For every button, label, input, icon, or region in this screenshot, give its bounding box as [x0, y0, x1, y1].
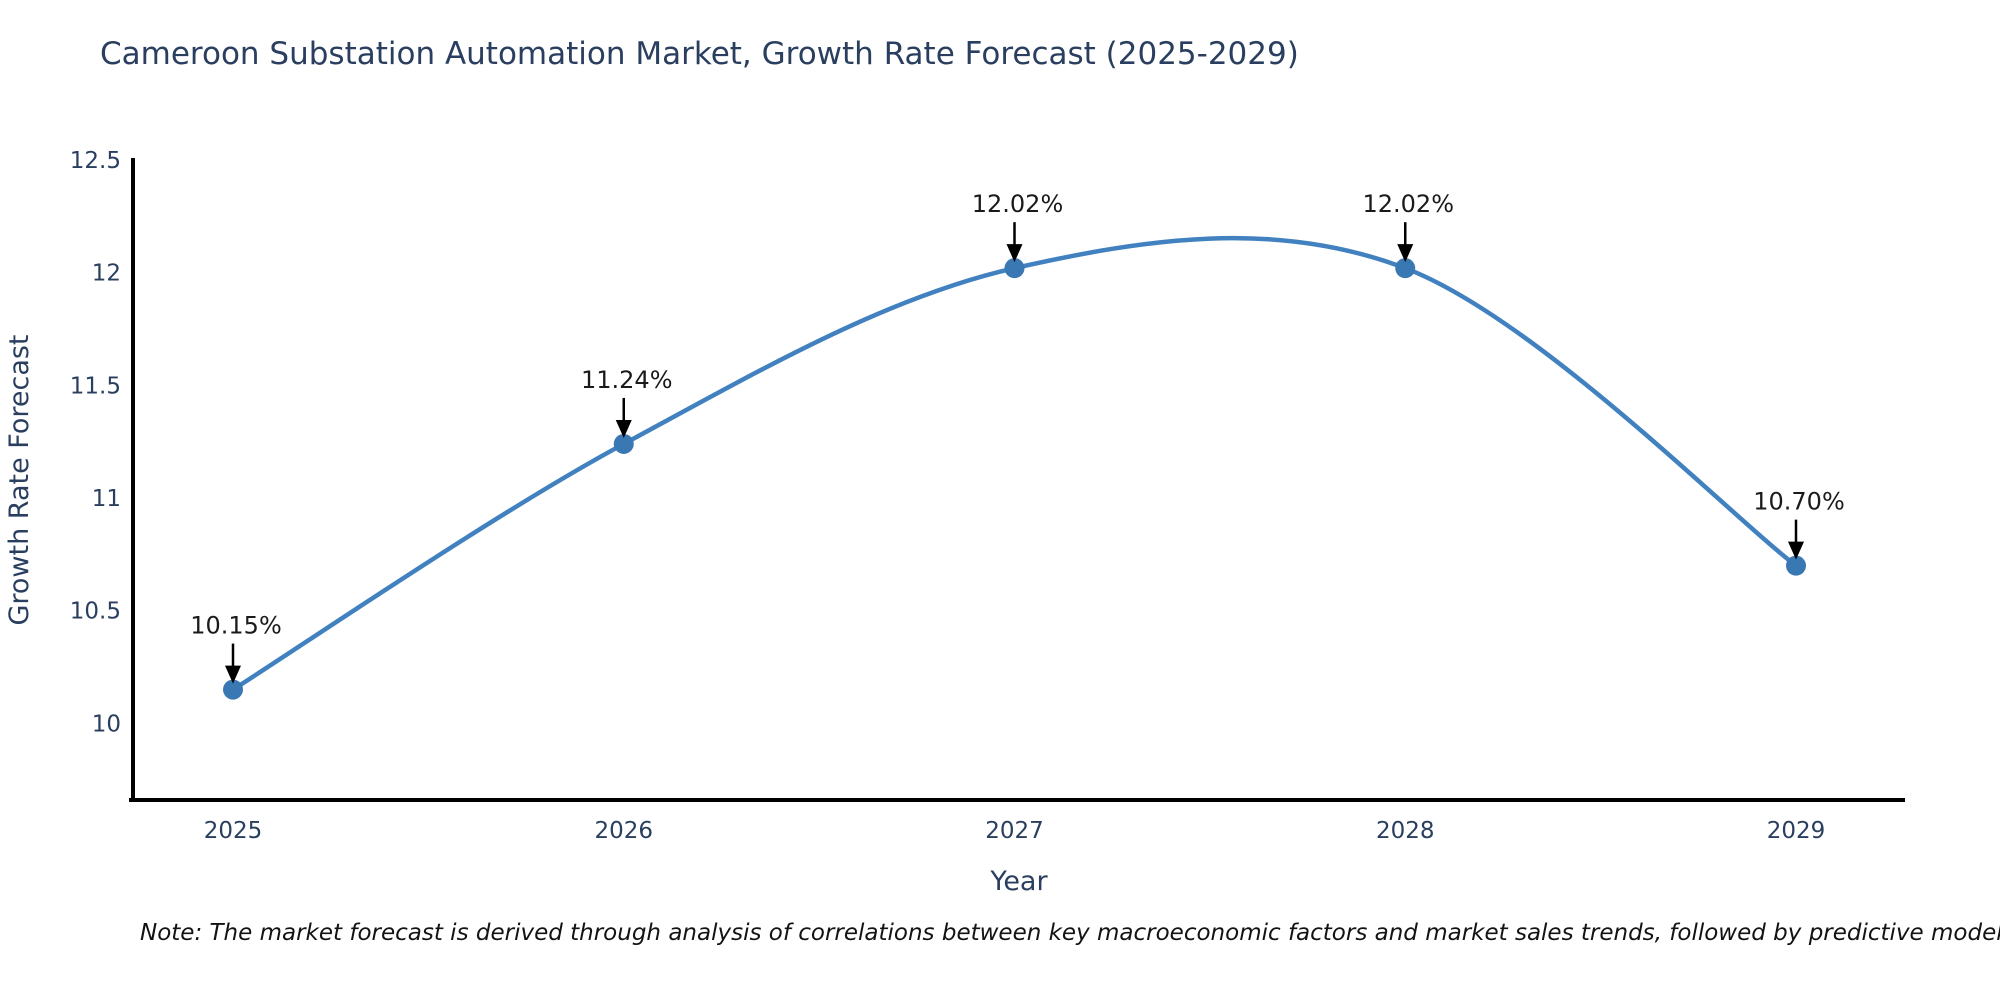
annotation-arrowhead-icon — [1006, 244, 1023, 263]
annotation-2028: 12.02% — [1362, 190, 1454, 263]
x-tick-label: 2025 — [204, 818, 263, 844]
data-point-2029 — [1786, 555, 1806, 576]
annotation-2025: 10.15% — [190, 612, 282, 684]
x-axis-title: Year — [989, 866, 1048, 897]
chart-title: Cameroon Substation Automation Market, G… — [100, 36, 1299, 72]
y-tick-label: 12.5 — [70, 148, 121, 174]
annotation-layer: 10.15% 11.24% 12.02% 12.02% 10.70% — [190, 190, 1845, 684]
data-point-2025 — [223, 679, 243, 700]
x-tick-label: 2029 — [1767, 818, 1826, 844]
x-tick-label: 2027 — [985, 818, 1044, 844]
x-tick-label: 2026 — [594, 818, 653, 844]
y-tick-label: 11.5 — [70, 373, 121, 399]
y-tick-label: 10.5 — [70, 599, 121, 625]
y-tick-label: 11 — [92, 486, 121, 512]
annotation-arrowhead-icon — [1788, 541, 1804, 560]
data-point-2027 — [1004, 258, 1025, 279]
forecast-line — [230, 235, 1799, 692]
annotation-label: 10.15% — [190, 612, 282, 640]
line-series — [223, 235, 1806, 700]
data-point-2026 — [613, 433, 634, 454]
y-tick-label: 10 — [92, 711, 121, 737]
footnote: Note: The market forecast is derived thr… — [140, 920, 2000, 946]
annotation-arrowhead-icon — [1397, 244, 1414, 263]
annotation-arrowhead-icon — [225, 665, 241, 684]
annotation-2027: 12.02% — [972, 190, 1064, 263]
annotation-label: 11.24% — [581, 366, 673, 394]
annotation-2026: 11.24% — [581, 366, 673, 438]
annotation-label: 10.70% — [1753, 488, 1845, 516]
x-tick-label: 2028 — [1376, 818, 1435, 844]
y-axis-title: Growth Rate Forecast — [4, 334, 35, 625]
annotation-label: 12.02% — [972, 190, 1064, 218]
axes-layer: 10 10.5 11 11.5 12 12.5 2025 2026 2027 2028 2029 — [70, 148, 1905, 844]
y-tick-label: 12 — [92, 261, 121, 287]
annotation-2029: 10.70% — [1753, 488, 1845, 560]
annotation-label: 12.02% — [1362, 190, 1454, 218]
data-point-2028 — [1395, 258, 1416, 279]
annotation-arrowhead-icon — [615, 419, 632, 438]
